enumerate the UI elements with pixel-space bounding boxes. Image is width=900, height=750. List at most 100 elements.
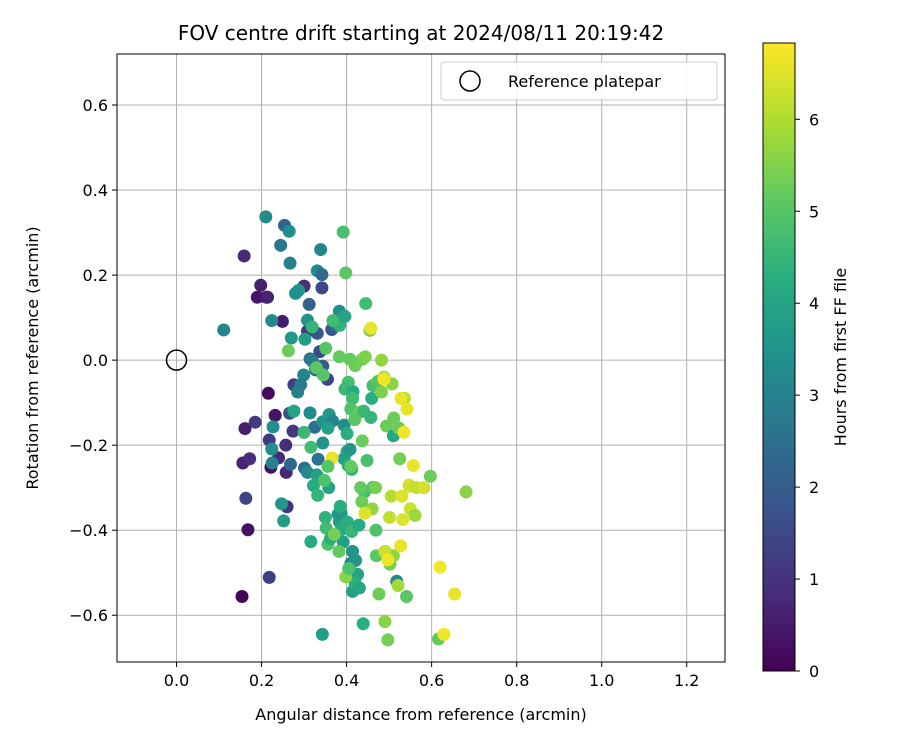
data-points <box>165 210 473 647</box>
colorbar-tick-label: 3 <box>809 386 819 405</box>
x-tick-label: 0.0 <box>164 671 189 690</box>
x-axis-label: Angular distance from reference (arcmin) <box>255 705 586 724</box>
data-point <box>319 341 333 355</box>
data-point <box>287 404 301 418</box>
data-point <box>369 523 383 537</box>
data-point <box>235 590 249 604</box>
x-tick-label: 1.2 <box>674 671 699 690</box>
data-point <box>397 425 411 439</box>
data-point <box>396 513 410 527</box>
data-point <box>305 320 319 334</box>
data-point <box>394 391 408 405</box>
colorbar-gradient <box>762 42 796 672</box>
data-point <box>283 256 297 270</box>
data-point <box>423 469 437 483</box>
x-axis-ticks: 0.0 0.2 0.4 0.6 0.8 1.0 1.2 <box>164 662 699 690</box>
data-point <box>340 427 354 441</box>
data-point <box>336 225 350 239</box>
data-point <box>321 459 335 473</box>
data-point <box>377 372 391 386</box>
reference-platepar-marker <box>165 349 188 371</box>
x-tick-label: 1.0 <box>589 671 614 690</box>
data-point <box>381 553 395 567</box>
data-point <box>318 510 332 524</box>
data-point <box>291 385 305 399</box>
data-point <box>275 497 289 511</box>
data-point <box>302 297 316 311</box>
data-point <box>358 350 372 364</box>
x-tick-label: 0.4 <box>334 671 359 690</box>
colorbar-tick-label: 1 <box>809 570 819 589</box>
data-point <box>417 481 431 495</box>
data-point <box>459 485 473 499</box>
data-point <box>358 506 372 520</box>
data-point <box>259 210 273 224</box>
data-point <box>326 314 340 328</box>
data-point <box>332 544 346 558</box>
data-point <box>356 617 370 631</box>
data-point <box>391 578 405 592</box>
data-point <box>297 368 311 382</box>
data-point <box>437 627 451 641</box>
data-point <box>378 615 392 629</box>
data-point <box>311 488 325 502</box>
data-point <box>395 489 409 503</box>
data-point <box>266 420 280 434</box>
data-point <box>317 473 331 487</box>
data-point <box>261 386 275 400</box>
data-point <box>387 411 401 425</box>
data-point <box>261 290 275 304</box>
data-point <box>372 587 386 601</box>
data-point <box>241 523 255 537</box>
data-point <box>381 633 395 647</box>
y-tick-label: −0.4 <box>69 521 108 540</box>
data-point <box>284 331 298 345</box>
data-point <box>303 406 317 420</box>
data-point <box>383 510 397 524</box>
data-point <box>338 309 352 323</box>
data-point <box>365 391 379 405</box>
data-point <box>374 385 388 399</box>
legend: Reference platepar <box>440 61 718 101</box>
colorbar-tick-label: 2 <box>809 478 819 497</box>
chart-title: FOV centre drift starting at 2024/08/11 … <box>178 21 664 45</box>
data-point <box>369 481 383 495</box>
y-tick-label: −0.2 <box>69 436 108 455</box>
data-point <box>250 290 264 304</box>
data-point <box>315 268 329 282</box>
data-point <box>277 514 291 528</box>
data-point <box>311 452 325 466</box>
data-point <box>248 415 262 429</box>
data-point <box>433 560 447 574</box>
data-point <box>333 499 347 513</box>
data-point <box>239 491 253 505</box>
data-point <box>448 587 462 601</box>
y-tick-label: 0.6 <box>83 96 108 115</box>
legend-marker-circle <box>459 70 481 92</box>
data-point <box>346 391 360 405</box>
data-point <box>384 489 398 503</box>
grid <box>117 54 725 662</box>
colorbar-label: Hours from first FF file <box>831 268 850 447</box>
colorbar: 0 1 2 3 4 5 6 Hours from first FF file <box>762 42 850 681</box>
legend-label: Reference platepar <box>508 72 661 91</box>
data-point <box>297 425 311 439</box>
y-axis-ticks: −0.6 −0.4 −0.2 0.0 0.2 0.4 0.6 <box>69 96 117 625</box>
data-point <box>314 243 328 257</box>
data-point <box>274 238 288 252</box>
colorbar-tick-label: 0 <box>809 662 819 681</box>
data-point <box>238 422 252 436</box>
data-point <box>352 581 366 595</box>
data-point <box>321 421 335 435</box>
data-point <box>360 453 374 467</box>
data-point <box>283 457 297 471</box>
colorbar-tick-label: 5 <box>809 202 819 221</box>
data-point <box>268 408 282 422</box>
data-point <box>316 436 330 450</box>
data-point <box>352 518 366 532</box>
y-tick-label: 0.0 <box>83 351 108 370</box>
data-point <box>298 332 312 346</box>
data-point <box>354 481 368 495</box>
data-point <box>359 297 373 311</box>
data-point <box>355 434 369 448</box>
